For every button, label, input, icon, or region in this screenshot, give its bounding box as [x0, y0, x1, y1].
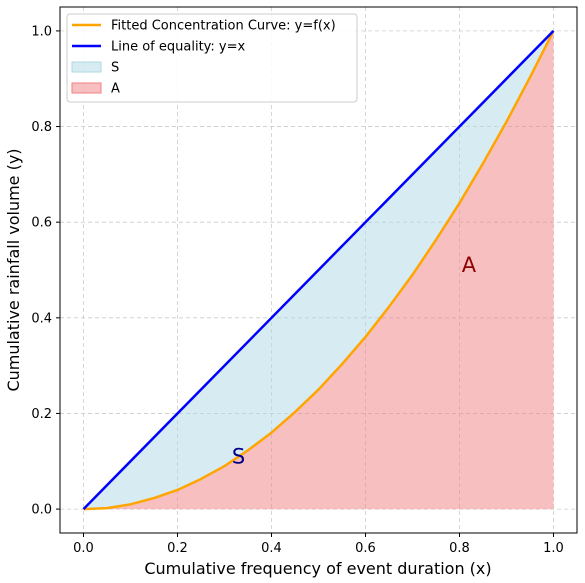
- y-tick-label-5: 1.0: [31, 24, 52, 39]
- frame-layer: [59, 6, 578, 534]
- x-tick-label-4: 0.8: [449, 541, 470, 556]
- line-layer: [82, 30, 555, 511]
- x-axis-label: Cumulative frequency of event duration (…: [144, 559, 491, 578]
- y-axis-label: Cumulative rainfall volume (y): [4, 148, 23, 391]
- y-tick-label-1: 0.2: [31, 407, 52, 422]
- curve-line: [83, 30, 555, 511]
- x-tick-label-1: 0.2: [167, 541, 188, 556]
- x-tick-label-5: 1.0: [543, 541, 564, 556]
- legend-box: [66, 13, 358, 103]
- y-tick-label-0: 0.0: [31, 503, 52, 518]
- legend-label-2: S: [111, 61, 119, 76]
- y-tick-label-3: 0.6: [31, 216, 52, 231]
- area-a: [83, 30, 554, 510]
- y-tick-label-4: 0.8: [31, 120, 52, 135]
- legend: Fitted Concentration Curve: y=f(x) Line o…: [66, 13, 358, 103]
- legend-swatch-3: [71, 82, 102, 94]
- plot-frame: [59, 6, 578, 534]
- legend-label-1: Line of equality: y=x: [111, 40, 246, 55]
- equality-line: [82, 30, 555, 510]
- legend-label-3: A: [111, 82, 120, 97]
- annotation-a: A: [462, 253, 477, 277]
- x-tick-label-0: 0.0: [73, 541, 94, 556]
- tick-layer: 0.0 0.2 0.4 0.6 0.8 1.0 0.0 0.2 0.4 0.6 0.8 1.0: [31, 24, 564, 556]
- legend-label-0: Fitted Concentration Curve: y=f(x): [111, 19, 336, 34]
- x-tick-label-2: 0.4: [261, 541, 282, 556]
- legend-swatch-2: [71, 61, 102, 73]
- annotation-layer: SA: [232, 253, 477, 468]
- y-tick-label-2: 0.4: [31, 311, 52, 326]
- x-tick-label-3: 0.6: [355, 541, 376, 556]
- annotation-s: S: [232, 444, 245, 468]
